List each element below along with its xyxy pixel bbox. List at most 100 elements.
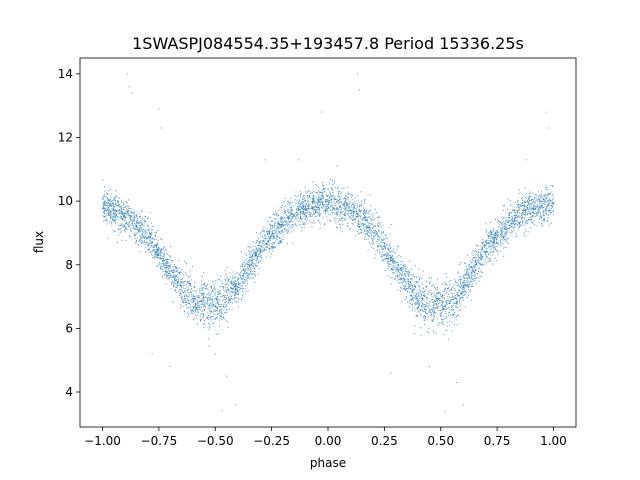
data-point bbox=[127, 199, 129, 201]
data-point bbox=[527, 205, 529, 207]
data-point bbox=[199, 309, 201, 311]
data-point bbox=[300, 203, 302, 205]
data-point bbox=[159, 253, 161, 255]
data-point bbox=[247, 268, 249, 270]
data-point bbox=[146, 241, 148, 243]
data-point bbox=[443, 308, 445, 310]
data-point bbox=[456, 285, 458, 287]
data-point bbox=[389, 266, 391, 268]
data-point bbox=[326, 199, 328, 201]
data-point bbox=[509, 231, 511, 233]
data-point bbox=[463, 285, 465, 287]
data-point bbox=[129, 224, 131, 226]
data-point bbox=[269, 247, 271, 249]
data-point bbox=[260, 232, 262, 234]
data-point bbox=[453, 305, 455, 307]
data-point bbox=[197, 295, 199, 297]
data-point bbox=[302, 213, 304, 215]
data-point bbox=[531, 216, 533, 218]
data-point bbox=[258, 240, 260, 242]
data-point bbox=[304, 208, 306, 210]
data-point bbox=[136, 219, 138, 221]
data-point bbox=[214, 289, 216, 291]
data-point bbox=[177, 281, 179, 283]
data-point bbox=[197, 301, 199, 303]
data-point bbox=[396, 264, 398, 266]
data-point bbox=[318, 193, 320, 195]
data-point bbox=[445, 307, 447, 309]
data-point bbox=[102, 205, 104, 207]
data-point bbox=[437, 324, 439, 326]
data-point bbox=[466, 296, 468, 298]
data-point bbox=[404, 288, 406, 290]
data-point bbox=[370, 205, 372, 207]
data-point bbox=[257, 250, 259, 252]
data-point bbox=[201, 303, 203, 305]
data-point bbox=[150, 237, 152, 239]
data-point bbox=[175, 275, 177, 277]
data-point bbox=[377, 225, 379, 227]
data-point bbox=[147, 218, 149, 220]
data-point bbox=[244, 270, 246, 272]
data-point bbox=[242, 283, 244, 285]
data-point bbox=[121, 199, 123, 201]
data-point bbox=[372, 238, 374, 240]
data-point bbox=[490, 248, 492, 250]
data-point bbox=[441, 300, 443, 302]
data-point bbox=[194, 310, 196, 312]
data-point bbox=[390, 255, 392, 257]
data-point bbox=[159, 249, 161, 251]
data-point bbox=[339, 220, 341, 222]
data-point bbox=[322, 184, 324, 186]
data-point bbox=[453, 324, 455, 326]
data-point bbox=[223, 309, 225, 311]
data-point bbox=[515, 221, 517, 223]
data-point bbox=[541, 224, 543, 226]
data-point bbox=[303, 213, 305, 215]
data-point bbox=[539, 207, 541, 209]
data-point bbox=[508, 217, 510, 219]
data-point bbox=[396, 266, 398, 268]
data-point bbox=[292, 215, 294, 217]
data-point bbox=[324, 224, 326, 226]
data-point bbox=[283, 213, 285, 215]
data-point bbox=[202, 316, 204, 318]
data-point bbox=[387, 253, 389, 255]
data-point bbox=[278, 223, 280, 225]
data-point bbox=[203, 292, 205, 294]
data-point bbox=[471, 262, 473, 264]
data-point bbox=[160, 252, 162, 254]
data-point bbox=[358, 208, 360, 210]
data-point bbox=[396, 267, 398, 269]
data-point bbox=[292, 217, 294, 218]
data-point bbox=[281, 221, 283, 223]
data-point bbox=[104, 207, 106, 209]
data-point bbox=[176, 278, 178, 280]
data-point bbox=[158, 249, 160, 251]
data-point bbox=[313, 195, 315, 197]
data-point bbox=[107, 197, 109, 199]
data-point bbox=[234, 287, 236, 289]
data-point bbox=[408, 271, 410, 273]
data-point bbox=[115, 215, 117, 217]
data-point bbox=[507, 198, 509, 200]
data-point bbox=[509, 225, 511, 226]
data-point bbox=[518, 221, 520, 223]
data-point bbox=[388, 258, 390, 260]
data-point bbox=[399, 269, 401, 271]
data-point bbox=[498, 220, 500, 222]
data-point bbox=[224, 301, 226, 303]
data-point bbox=[420, 313, 422, 315]
data-point bbox=[273, 246, 275, 248]
data-point bbox=[204, 320, 206, 322]
data-point bbox=[340, 211, 342, 213]
data-point bbox=[189, 304, 191, 306]
data-point bbox=[425, 309, 427, 311]
data-point bbox=[377, 225, 379, 227]
data-point bbox=[474, 279, 476, 281]
data-point bbox=[548, 210, 550, 212]
data-point bbox=[281, 224, 283, 226]
data-point bbox=[479, 275, 481, 277]
data-point bbox=[491, 236, 493, 238]
data-point bbox=[219, 292, 221, 294]
